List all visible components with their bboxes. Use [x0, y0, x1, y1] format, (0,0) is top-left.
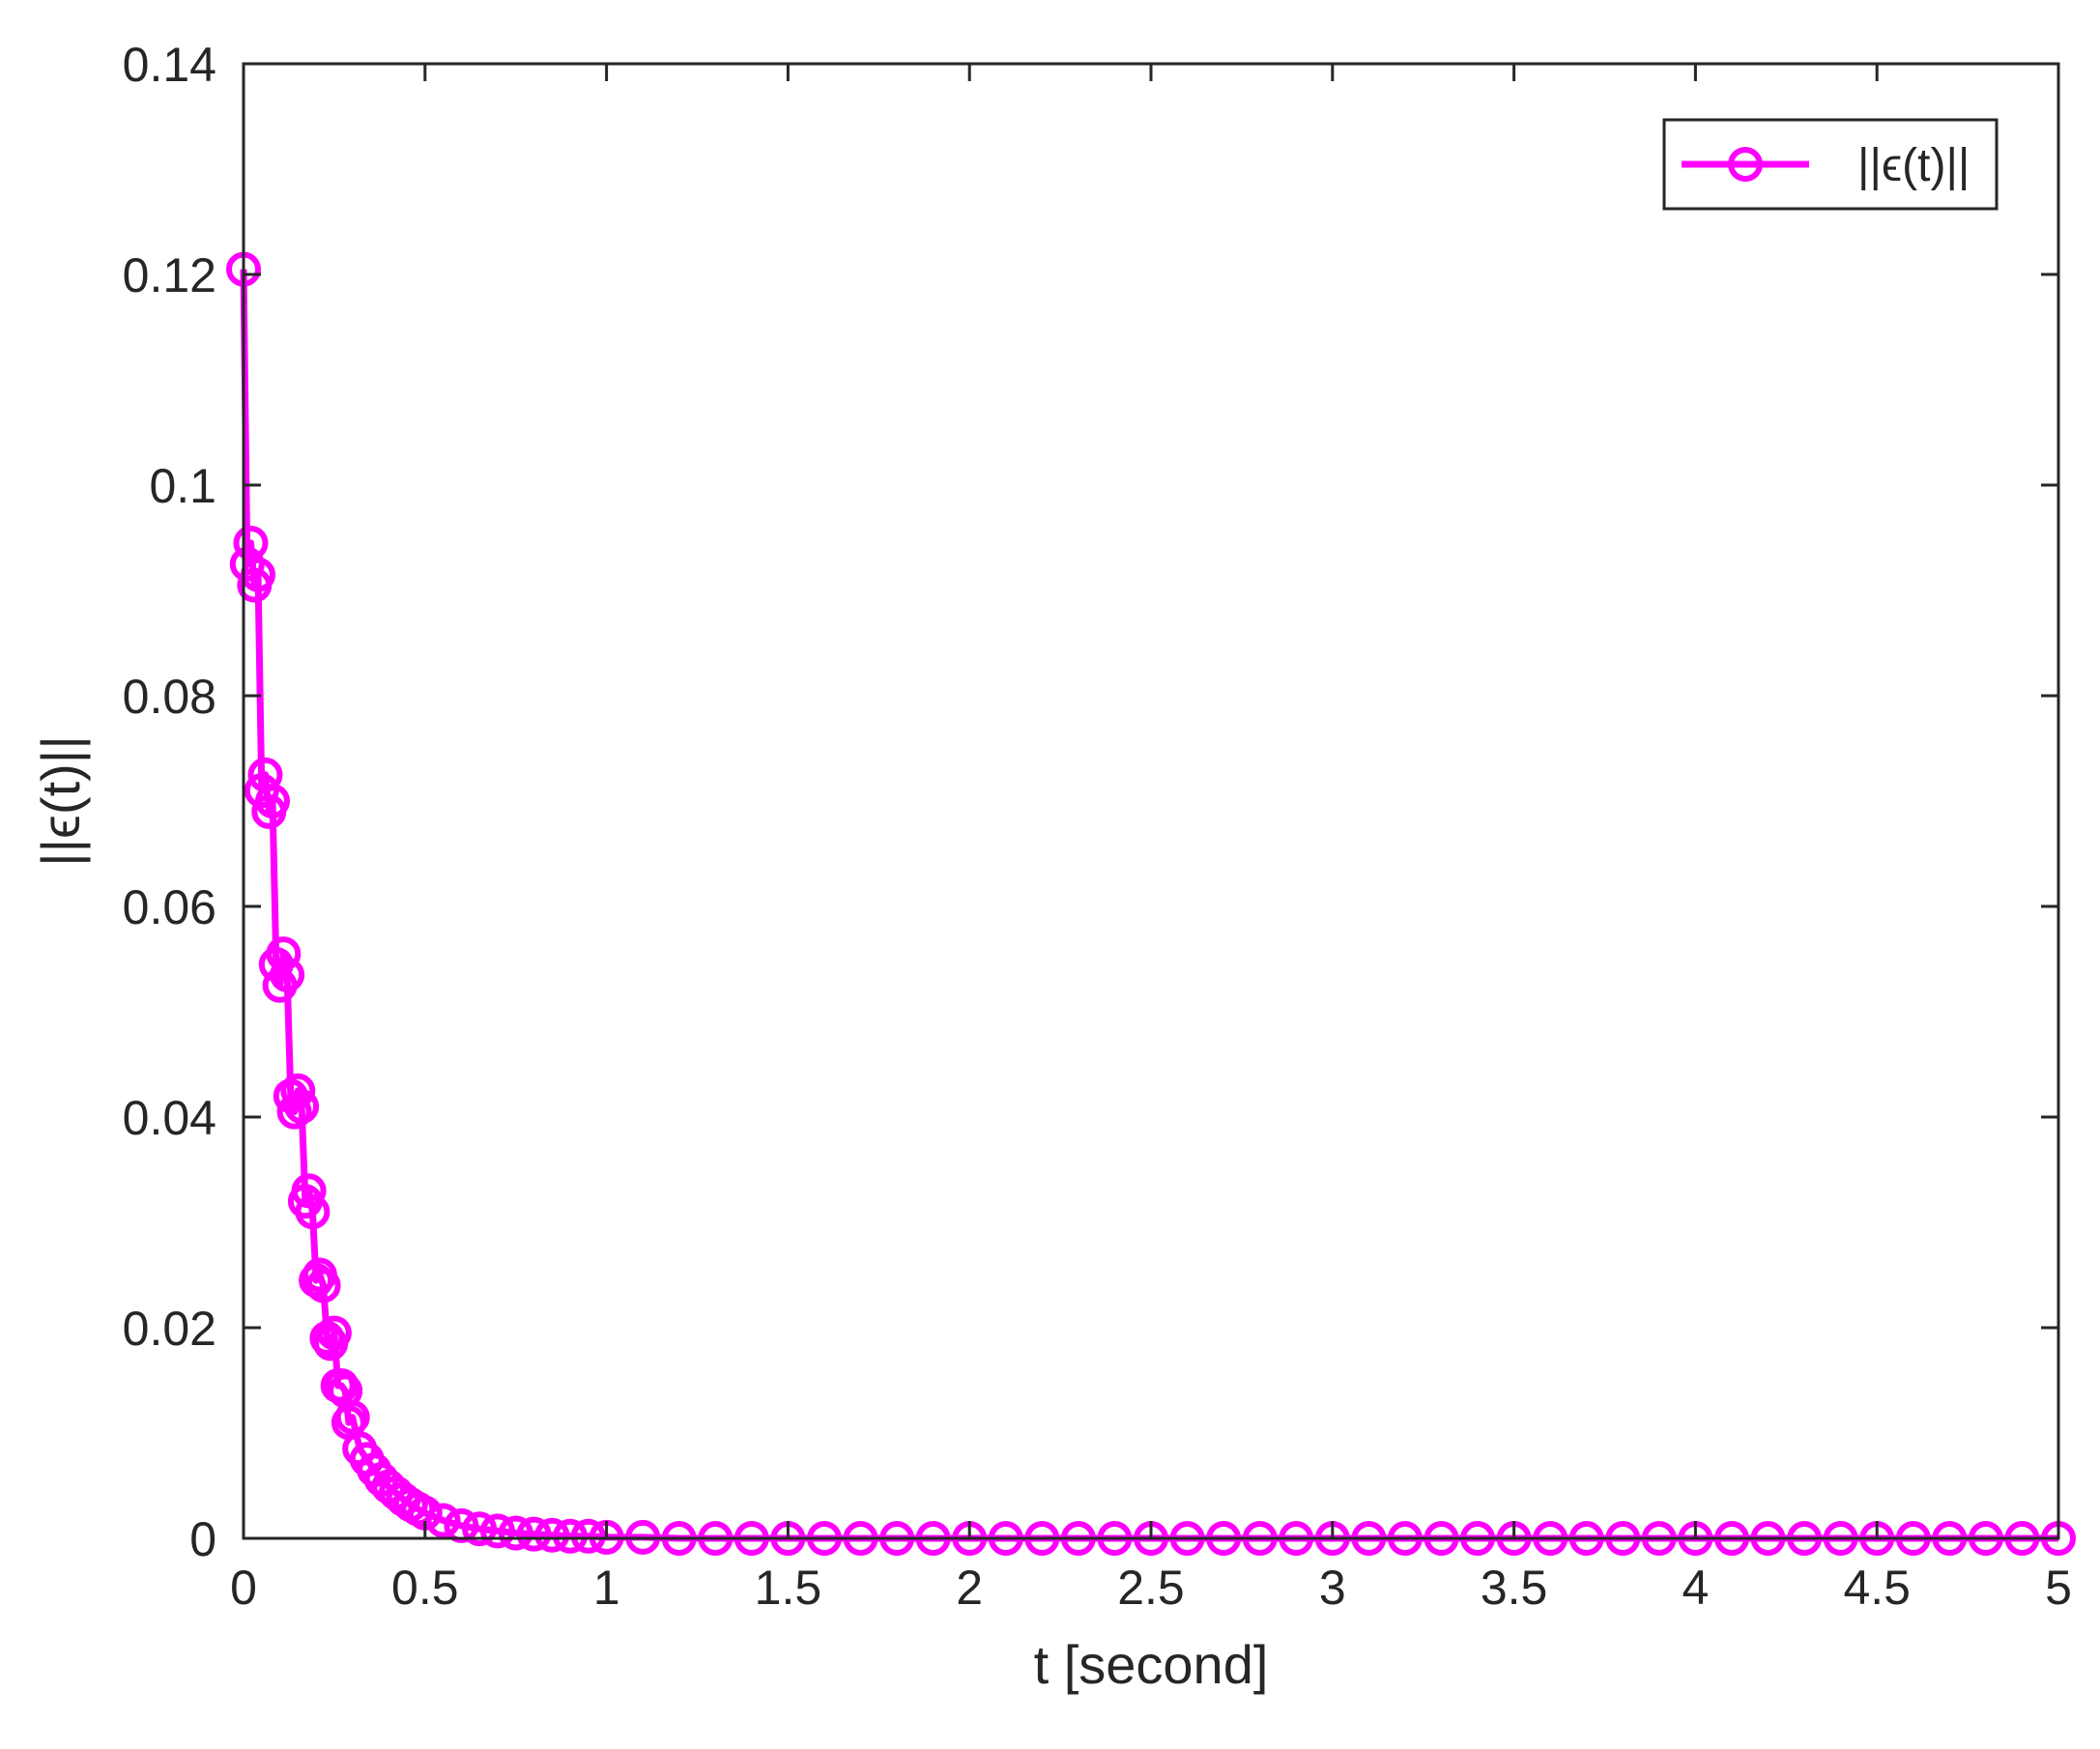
- x-tick-label: 5: [2045, 1561, 2072, 1615]
- data-point: [570, 1518, 606, 1554]
- data-point: [244, 773, 279, 809]
- x-axis-label: t [second]: [1034, 1634, 1269, 1695]
- legend-marker-swatch: [1728, 147, 1763, 182]
- data-point: [334, 1399, 370, 1435]
- data-point: [255, 784, 290, 818]
- x-tick-label: 2.5: [1117, 1561, 1185, 1615]
- data-point: [462, 1511, 498, 1547]
- data-point: [425, 1503, 461, 1538]
- x-tick-label: 3: [1319, 1561, 1346, 1615]
- y-tick-label: 0.1: [149, 459, 216, 513]
- y-tick-label: 0.14: [123, 38, 216, 92]
- y-tick-label: 0.12: [123, 248, 216, 302]
- data-point: [534, 1517, 570, 1553]
- x-tick-label: 2: [956, 1561, 983, 1615]
- data-point: [266, 936, 302, 972]
- data-point: [291, 1173, 327, 1209]
- data-point: [280, 1073, 316, 1108]
- y-axis: 0 0.02 0.04 0.06 0.08 0.1 0.12 0.14: [123, 38, 2058, 1566]
- data-point: [516, 1516, 552, 1552]
- y-tick-label: 0.04: [123, 1091, 216, 1145]
- x-tick-label: 3.5: [1481, 1561, 1548, 1615]
- x-tick-label: 0.5: [391, 1561, 459, 1615]
- data-point: [444, 1507, 479, 1543]
- data-point: [295, 1194, 331, 1230]
- y-tick-label: 0.06: [123, 880, 216, 934]
- data-point: [498, 1515, 533, 1551]
- x-axis: 0 0.5 1 1.5 2 2.5 3 3.5 4 4.5 5: [230, 64, 2072, 1615]
- data-point: [284, 1089, 320, 1125]
- data-point: [479, 1513, 515, 1549]
- x-tick-label: 4.5: [1843, 1561, 1911, 1615]
- y-tick-label: 0: [189, 1512, 216, 1566]
- data-point: [553, 1518, 588, 1554]
- data-point: [305, 1268, 341, 1304]
- data-point: [316, 1315, 352, 1351]
- x-tick-label: 0: [230, 1561, 257, 1615]
- y-tick-label: 0.08: [123, 670, 216, 724]
- x-tick-label: 1: [593, 1561, 620, 1615]
- data-point: [233, 526, 269, 560]
- x-tick-label: 1.5: [755, 1561, 822, 1615]
- y-tick-label: 0.02: [123, 1302, 216, 1356]
- data-point: [229, 546, 265, 582]
- y-axis-label: ||ϵ(t)||: [30, 735, 91, 867]
- x-tick-label: 4: [1682, 1561, 1709, 1615]
- data-point: [270, 957, 305, 992]
- legend-entry-label: ||ϵ(t)||: [1857, 140, 1970, 191]
- legend: ||ϵ(t)||: [1662, 118, 1999, 211]
